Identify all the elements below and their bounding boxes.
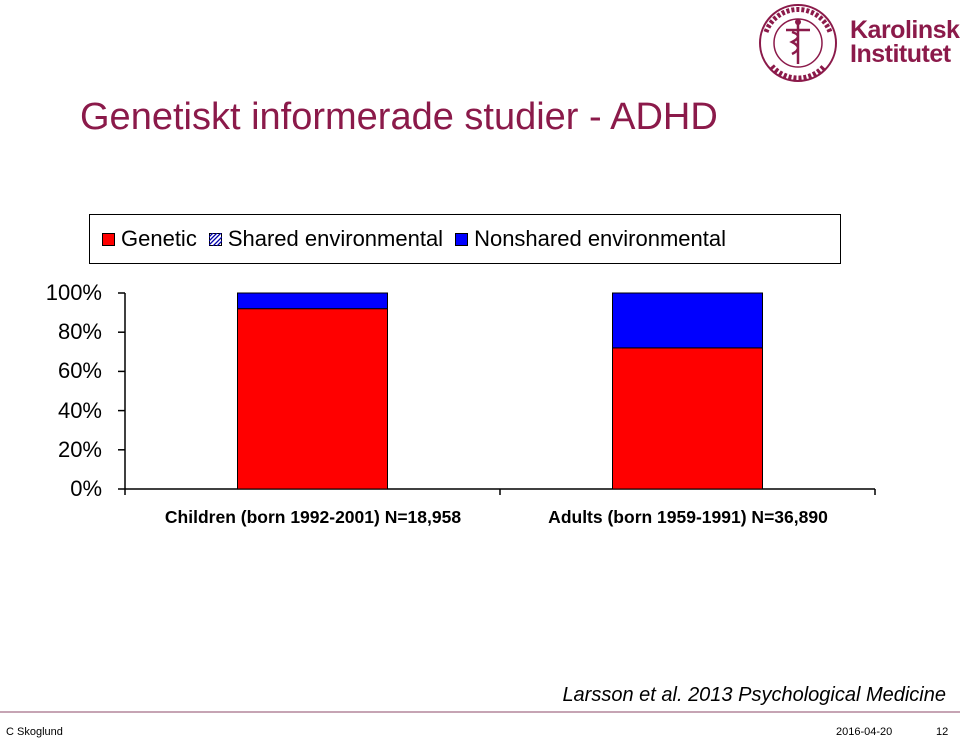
chart-legend: Genetic Shared environmental Nonshared e…	[89, 214, 841, 264]
y-tick-label: 0%	[70, 476, 102, 501]
y-tick-label: 100%	[45, 280, 102, 305]
bar-segment-nonshared-environmental-2	[612, 292, 763, 349]
wordmark-line-1: Karolinska	[850, 16, 960, 44]
bar-segment-nonshared-environmental-1	[237, 292, 388, 310]
legend-swatch-nonshared	[455, 232, 469, 246]
y-tick-label: 20%	[57, 437, 102, 462]
footer-divider	[0, 711, 960, 713]
y-tick-label: 80%	[57, 319, 102, 344]
legend-label-shared: Shared environmental	[227, 226, 444, 251]
legend-swatch-shared-hatched	[208, 232, 222, 246]
legend-item-nonshared: Nonshared environmental	[455, 226, 726, 252]
footer-page-number: 12	[936, 726, 949, 738]
legend-label-genetic: Genetic	[121, 226, 197, 251]
citation: Larsson et al. 2013 Psychological Medici…	[562, 684, 946, 706]
footer-date: 2016-04-20	[836, 726, 893, 738]
y-tick-label: 40%	[57, 398, 102, 423]
bar-segment-genetic-1	[237, 308, 388, 490]
y-tick-label: 60%	[57, 358, 102, 383]
x-category-label-adults: Adults (born 1959-1991) N=36,890	[548, 507, 828, 527]
legend-swatch-genetic	[102, 232, 115, 246]
wordmark-line-2: Institutet	[850, 40, 951, 68]
legend-item-genetic: Genetic	[102, 226, 197, 252]
legend-item-shared: Shared environmental	[208, 226, 444, 252]
x-category-label-children: Children (born 1992-2001) N=18,958	[164, 507, 462, 527]
slide-title: Genetiskt informerade studier - ADHD	[80, 96, 718, 138]
footer-author: C Skoglund	[6, 726, 63, 738]
bar-segment-genetic-2	[612, 347, 763, 490]
karolinska-wordmark: Karolinska Institutet	[850, 16, 960, 68]
karolinska-seal-logo	[759, 4, 837, 82]
legend-label-nonshared: Nonshared environmental	[474, 226, 727, 251]
